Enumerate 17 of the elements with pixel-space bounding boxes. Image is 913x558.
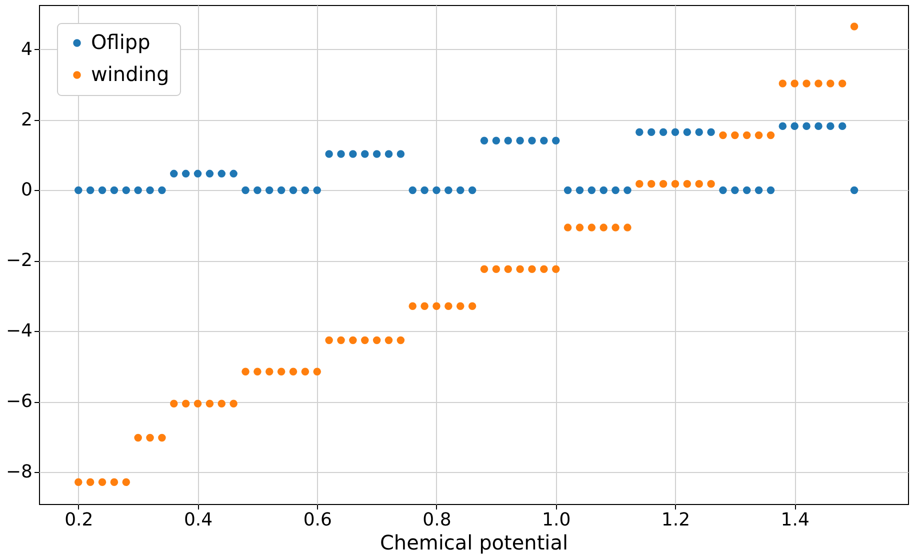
legend-label: Oflipp <box>91 30 150 54</box>
x-tick-label: 0.8 <box>422 510 452 530</box>
y-tick-label: 0 <box>21 180 32 201</box>
x-tick-label: 1.0 <box>542 510 571 530</box>
y-tick-label: −2 <box>6 250 32 272</box>
y-tick-label: 2 <box>21 109 32 130</box>
x-tick-label: 1.2 <box>661 510 690 530</box>
legend-label: winding <box>91 62 170 86</box>
y-tick-label: 4 <box>21 38 32 60</box>
x-tick-label: 0.6 <box>303 510 332 530</box>
x-axis-title: Chemical potential <box>380 530 568 554</box>
y-tick-label: −8 <box>6 461 32 482</box>
y-tick-label: −6 <box>6 391 32 412</box>
x-tick-label: 1.4 <box>780 510 810 530</box>
y-tick-label: −4 <box>6 320 32 342</box>
x-tick-label: 0.2 <box>64 510 94 530</box>
x-tick-label: 0.4 <box>184 510 213 530</box>
